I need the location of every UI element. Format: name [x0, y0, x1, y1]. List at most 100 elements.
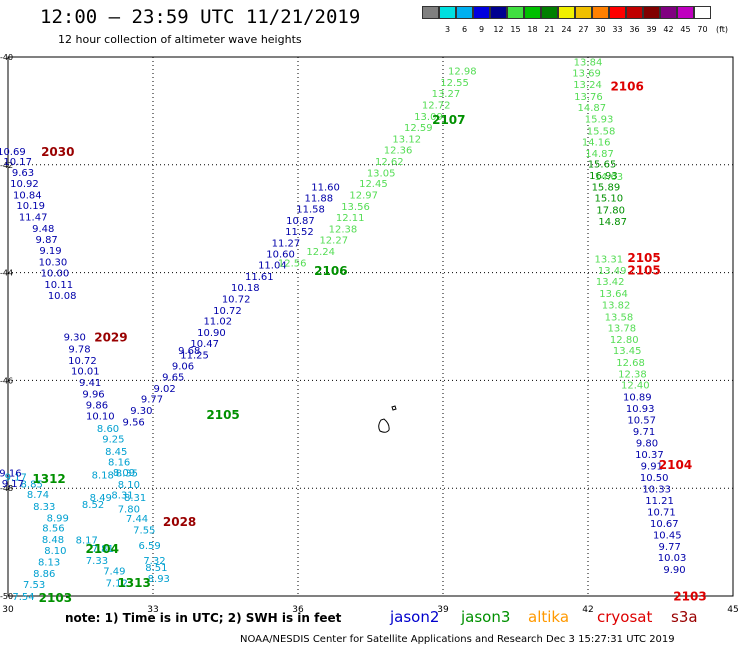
scale-swatch [456, 6, 473, 19]
data-point-label: 11.02 [203, 317, 232, 328]
data-point-label: 10.19 [16, 201, 45, 212]
data-point-label: 9.78 [68, 345, 90, 356]
scale-swatch [626, 6, 643, 19]
scale-label: 30 [595, 25, 606, 34]
data-point-label: 10.72 [68, 356, 97, 367]
data-point-label: 8.13 [38, 558, 60, 569]
chart-title: 12:00 — 23:59 UTC 11/21/2019 [40, 6, 361, 28]
scale-label: 42 [663, 25, 674, 34]
data-point-label: 14.87 [598, 217, 627, 228]
data-point-label: 9.30 [130, 406, 152, 417]
scale-label: 24 [561, 25, 572, 34]
data-point-label: 11.61 [245, 272, 274, 283]
data-point-label: 13.78 [608, 324, 637, 335]
data-point-label: 10.72 [222, 294, 251, 305]
data-point-label: 9.80 [636, 438, 658, 449]
scale-swatch [558, 6, 575, 19]
data-point-label: 10.92 [10, 179, 39, 190]
data-point-label: 15.89 [592, 182, 621, 193]
satellite-jason2: jason2 [390, 608, 440, 626]
data-point-label: 9.87 [36, 235, 58, 246]
data-point-label: 10.57 [627, 416, 656, 427]
satellite-s3a: s3a [671, 608, 698, 626]
data-point-label: 11.21 [645, 496, 674, 507]
data-point-label: 8.31 [111, 491, 133, 502]
scale-label: 36 [629, 25, 640, 34]
data-point-label: 12.56 [278, 258, 307, 269]
pass-time-label: 2105 [627, 251, 660, 265]
data-point-label: 10.01 [71, 367, 100, 378]
data-point-label: 13.12 [392, 134, 421, 145]
scale-label: 9 [478, 25, 485, 34]
data-point-label: 10.18 [231, 283, 260, 294]
data-point-label: 10.89 [623, 393, 652, 404]
scale-swatch [473, 6, 490, 19]
scale-label: 33 [612, 25, 623, 34]
scale-swatch [575, 6, 592, 19]
pass-time-label: 2030 [41, 145, 74, 159]
scale-label: 70 [697, 25, 708, 34]
data-point-label: 8.09 [113, 468, 135, 479]
data-point-label: 13.42 [596, 277, 625, 288]
data-point-label: 6.59 [138, 541, 160, 552]
data-point-label: 11.27 [272, 238, 301, 249]
data-point-label: 10.17 [3, 157, 32, 168]
data-point-label: 14.16 [582, 138, 611, 149]
data-point-label: 9.65 [162, 373, 184, 384]
pass-time-label: 2105 [206, 408, 239, 422]
data-point-label: 10.47 [190, 339, 219, 350]
data-point-label: 12.55 [440, 78, 469, 89]
scale-swatch [694, 6, 711, 19]
data-point-label: 7.54 [12, 592, 34, 603]
data-point-label: 12.62 [375, 157, 404, 168]
scale-label: 6 [461, 25, 468, 34]
data-point-label: 8.52 [82, 500, 104, 511]
data-point-label: 14.87 [585, 149, 614, 160]
data-point-label: 10.93 [626, 404, 655, 415]
data-point-label: 9.41 [79, 378, 101, 389]
data-point-label: 10.33 [642, 485, 671, 496]
data-point-label: 13.24 [573, 80, 602, 91]
data-point-label: 13.76 [574, 92, 603, 103]
data-point-label: 9.30 [64, 333, 86, 344]
data-point-label: 11.52 [285, 227, 314, 238]
data-point-label: 8.18 [92, 471, 114, 482]
data-point-label: 12.45 [359, 179, 388, 190]
data-point-label: 8.56 [42, 524, 64, 535]
data-point-label: 10.72 [213, 306, 242, 317]
pass-time-label: 2104 [86, 542, 119, 556]
data-point-label: 13.84 [574, 57, 603, 68]
y-tick-label: -42 [0, 161, 13, 170]
data-point-label: 14.63 [594, 172, 623, 183]
data-point-label: 15.10 [594, 194, 623, 205]
pass-time-label: 2106 [314, 264, 347, 278]
data-point-label: 16.93 [589, 171, 618, 182]
data-point-label: 8.10 [44, 546, 66, 557]
data-point-label: 8.60 [97, 424, 119, 435]
pass-time-label: 2107 [432, 113, 465, 127]
y-tick-label: -46 [0, 376, 13, 385]
scale-swatch [677, 6, 694, 19]
plot-frame [7, 56, 734, 597]
data-point-label: 8.31 [124, 493, 146, 504]
data-point-label: 10.69 [0, 147, 26, 158]
data-point-label: 10.37 [635, 450, 664, 461]
data-point-label: 13.45 [613, 346, 642, 357]
credit-footer: NOAA/NESDIS Center for Satellite Applica… [240, 634, 675, 645]
data-point-label: 10.67 [650, 519, 679, 530]
data-point-label: 10.00 [41, 269, 70, 280]
data-point-label: 13.49 [598, 266, 627, 277]
scale-swatch [439, 6, 456, 19]
scale-label: 15 [510, 25, 521, 34]
data-point-label: 7.53 [23, 580, 45, 591]
data-point-label: 9.02 [153, 384, 175, 395]
data-point-label: 7.12 [106, 579, 128, 590]
y-tick-label: -44 [0, 269, 13, 278]
footnote: note: 1) Time is in UTC; 2) SWH is in fe… [65, 611, 342, 625]
data-point-label: 10.03 [658, 553, 687, 564]
data-point-label: 13.69 [572, 69, 601, 80]
data-point-label: 10.45 [653, 531, 682, 542]
data-point-label: 12.68 [616, 358, 645, 369]
y-tick-label: -40 [0, 53, 13, 62]
